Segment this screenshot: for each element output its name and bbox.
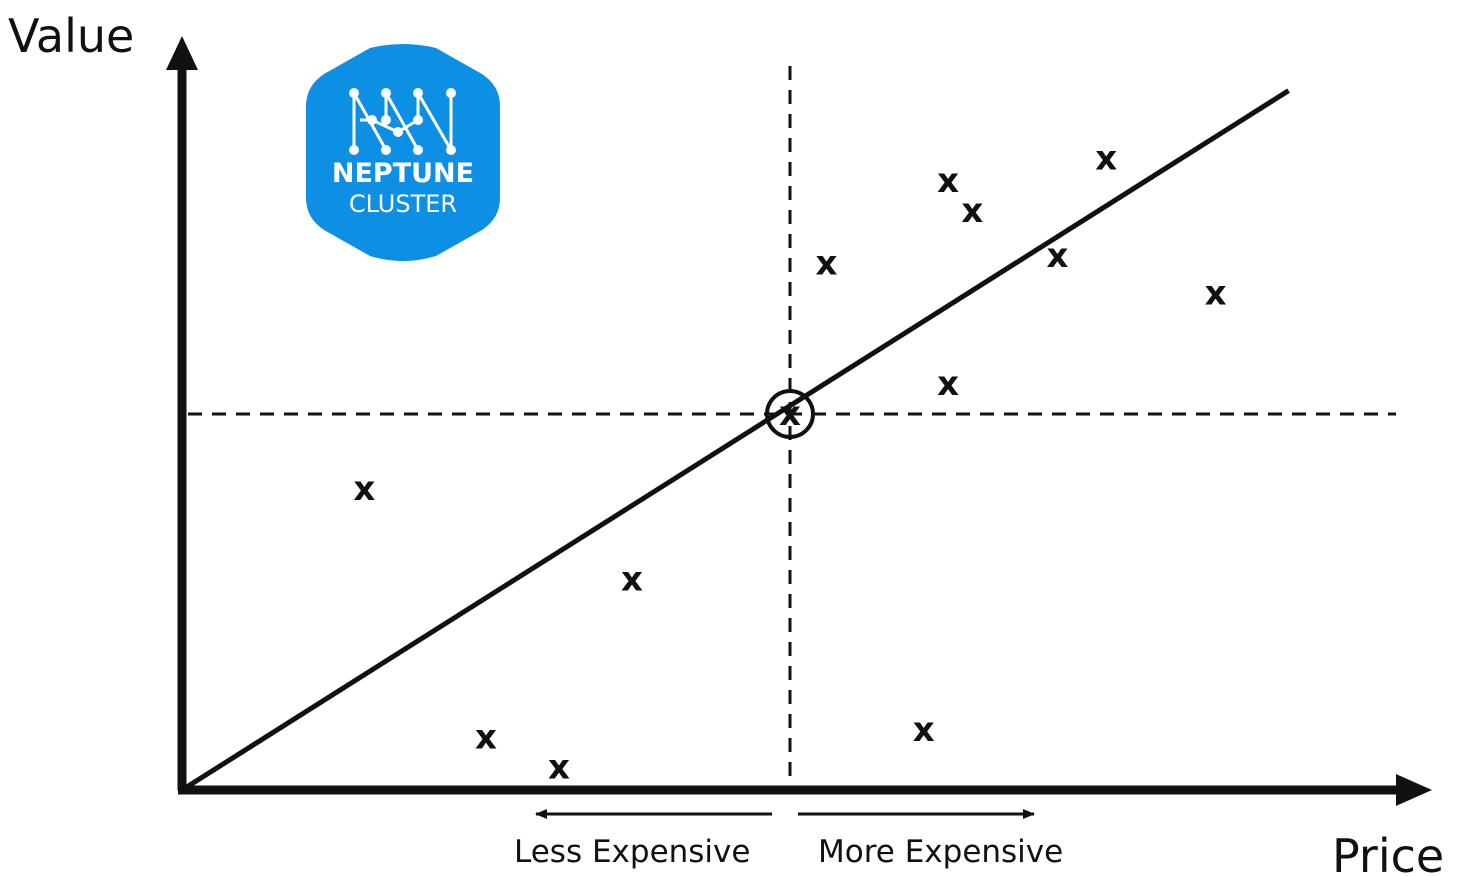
trend-line (180, 88, 1290, 793)
data-point: x (937, 364, 959, 404)
y-axis-arrowhead (166, 36, 198, 70)
data-point: x (961, 191, 983, 231)
reference-lines (188, 66, 1396, 786)
data-point: x (548, 747, 570, 787)
data-point: x (353, 469, 375, 509)
data-point: x (779, 394, 801, 434)
y-axis-title: Value (8, 9, 134, 63)
data-point: x (1205, 274, 1227, 314)
network-graph-nodes (349, 88, 456, 155)
data-point: x (475, 717, 497, 757)
logo-hexagon (306, 44, 500, 261)
neptune-cluster-logo: NEPTUNE CLUSTER (306, 44, 500, 261)
data-point: x (1095, 138, 1117, 178)
x-axis-title: Price (1332, 829, 1444, 876)
data-point: x (1047, 236, 1069, 276)
trend-line-group (180, 88, 1290, 793)
data-point: x (937, 161, 959, 201)
data-point: x (816, 244, 838, 284)
more-expensive-label: More Expensive (818, 834, 1063, 870)
logo-text-cluster: CLUSTER (349, 190, 457, 218)
data-point: x (621, 559, 643, 599)
data-point: x (913, 710, 935, 750)
highlighted-point-circle (765, 389, 815, 439)
logo-text-neptune: NEPTUNE (332, 158, 474, 189)
x-axis-arrowhead (1396, 774, 1432, 806)
less-expensive-label: Less Expensive (514, 834, 750, 870)
